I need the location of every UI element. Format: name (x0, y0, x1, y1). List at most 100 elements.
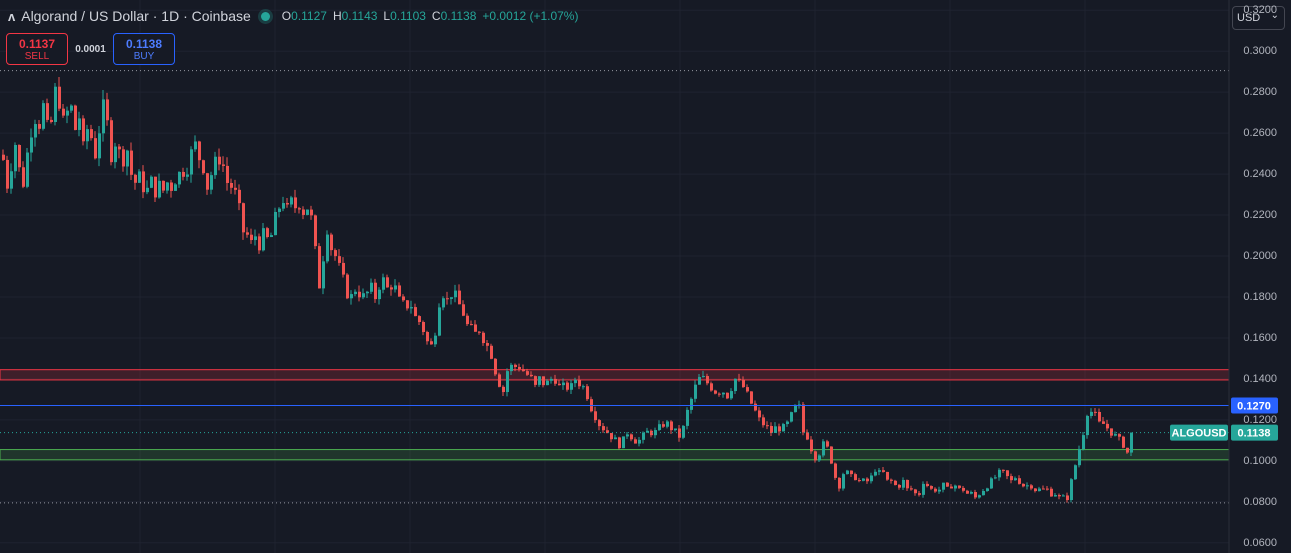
candle-body (358, 291, 361, 298)
candle-body (398, 285, 401, 297)
candle-body (210, 175, 213, 190)
candle-body (410, 307, 413, 309)
candle-body (162, 180, 165, 191)
candle-body (462, 304, 465, 316)
candle-body (734, 378, 737, 392)
candle-body (566, 382, 569, 390)
candle-body (1122, 436, 1125, 448)
candle-body (370, 282, 373, 292)
candle-body (174, 184, 177, 191)
candle-body (1114, 434, 1117, 436)
candle-body (970, 491, 973, 494)
candle-body (914, 489, 917, 494)
candle-body (906, 479, 909, 489)
candle-body (950, 486, 953, 489)
candle-body (322, 261, 325, 289)
ohlc-change: +0.0012 (+1.07%) (482, 9, 579, 23)
candle-body (338, 256, 341, 263)
candle-body (306, 209, 309, 215)
candle-body (214, 156, 217, 176)
candle-body (254, 236, 257, 241)
candle-body (478, 331, 481, 333)
candle-body (34, 124, 37, 138)
buy-button[interactable]: 0.1138 BUY (113, 33, 175, 65)
candle-body (938, 489, 941, 492)
candle-body (994, 477, 997, 479)
candle-body (758, 410, 761, 418)
candle-body (1098, 411, 1101, 422)
y-tick-label: 0.1800 (1243, 290, 1277, 303)
candle-body (1034, 488, 1037, 492)
candle-body (1046, 488, 1049, 490)
ohlc-close: C0.1138 (431, 9, 477, 23)
y-tick-label: 0.1400 (1243, 372, 1277, 385)
symbol-title[interactable]: Algorand / US Dollar · 1D · Coinbase (21, 8, 251, 24)
candle-body (242, 203, 245, 233)
candle-body (730, 391, 733, 399)
candle-body (314, 215, 317, 247)
candle-body (74, 105, 77, 130)
candle-body (658, 424, 661, 431)
candle-body (54, 86, 57, 122)
candle-body (810, 439, 813, 452)
candle-body (958, 485, 961, 488)
candle-body (90, 129, 93, 139)
candle-body (498, 374, 501, 387)
candle-body (70, 105, 73, 111)
candle-body (998, 469, 1001, 478)
candle-body (982, 491, 985, 496)
candle-body (202, 160, 205, 174)
candle-body (298, 208, 301, 210)
candle-body (710, 383, 713, 391)
candle-body (822, 441, 825, 456)
candle-body (1062, 495, 1065, 497)
candle-body (578, 379, 581, 387)
candle-body (962, 487, 965, 491)
y-tick-label: 0.1600 (1243, 331, 1277, 344)
candle-body (22, 167, 25, 187)
candle-body (1014, 478, 1017, 481)
symbol-label-bg (1170, 424, 1228, 441)
currency-select[interactable]: USD ⌄ (1232, 6, 1285, 30)
candle-body (610, 433, 613, 440)
candle-body (966, 490, 969, 494)
candle-body (1078, 449, 1081, 466)
candle-body (110, 120, 113, 163)
candle-body (606, 430, 609, 434)
y-tick-label: 0.2800 (1243, 86, 1277, 99)
candle-body (422, 322, 425, 332)
candle-body (50, 119, 53, 122)
candle-body (666, 421, 669, 427)
y-tick-label: 0.1200 (1243, 413, 1277, 426)
candle-body (474, 324, 477, 332)
candle-body (1130, 432, 1133, 453)
candle-body (206, 173, 209, 190)
candle-body (978, 495, 981, 498)
candle-body (654, 430, 657, 436)
candle-body (726, 392, 729, 399)
candle-body (382, 277, 385, 290)
candle-body (294, 197, 297, 209)
candle-body (1066, 495, 1069, 501)
candle-body (446, 298, 449, 300)
candle-body (118, 146, 121, 150)
candle-body (1082, 435, 1085, 450)
candle-body (310, 209, 313, 216)
candle-body (170, 182, 173, 191)
candle-body (6, 159, 9, 189)
candle-body (1086, 415, 1089, 436)
candle-body (886, 471, 889, 480)
sell-button[interactable]: 0.1137 SELL (6, 33, 68, 65)
candle-body (198, 141, 201, 161)
candle-body (954, 485, 957, 489)
candle-body (238, 189, 241, 204)
candle-body (442, 298, 445, 308)
candle-body (138, 171, 141, 183)
candle-body (270, 235, 273, 237)
candle-body (402, 296, 405, 301)
candle-body (222, 164, 225, 166)
candle-body (426, 331, 429, 342)
candle-body (762, 417, 765, 426)
candle-body (722, 392, 725, 395)
